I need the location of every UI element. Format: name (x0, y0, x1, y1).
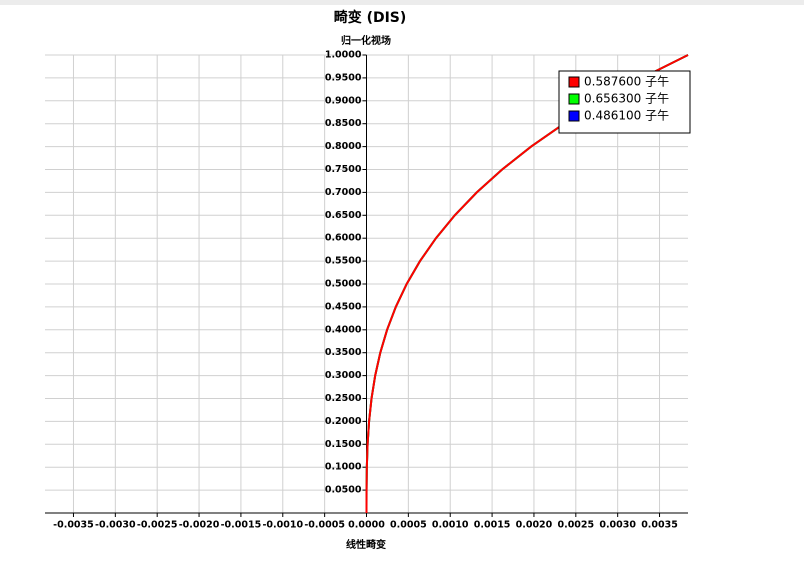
x-tick-label: 0.0035 (641, 520, 678, 531)
y-tick-label: 0.3500 (325, 347, 362, 358)
y-tick-label: 0.8500 (325, 118, 362, 129)
y-tick-label: 0.5000 (325, 279, 362, 290)
x-tick-label: -0.0005 (304, 520, 345, 531)
legend-label: 0.656300 子午 (584, 92, 669, 106)
y-tick-label: 0.9000 (325, 95, 362, 106)
x-tick-label: 0.0010 (432, 520, 469, 531)
chart-title: 畸变 (DIS) (334, 9, 407, 26)
x-tick-label: 0.0000 (348, 520, 385, 531)
y-tick-label: 0.9500 (325, 72, 362, 83)
x-axis-label: 线性畸变 (346, 538, 386, 551)
y-tick-label: 0.6500 (325, 210, 362, 221)
x-tick-label: -0.0015 (221, 520, 262, 531)
y-tick-label: 0.6000 (325, 233, 362, 244)
y-tick-label: 0.7000 (325, 187, 362, 198)
x-tick-label: -0.0030 (95, 520, 136, 531)
y-tick-label: 0.4500 (325, 301, 362, 312)
legend-label: 0.486100 子午 (584, 109, 669, 123)
legend-swatch (568, 76, 580, 88)
x-tick-label: 0.0025 (557, 520, 594, 531)
x-tick-label: 0.0020 (516, 520, 553, 531)
y-axis-label: 归一化视场 (341, 34, 391, 47)
x-tick-label: -0.0010 (262, 520, 303, 531)
y-tick-label: 0.8000 (325, 141, 362, 152)
y-tick-label: 0.1000 (325, 462, 362, 473)
y-tick-label: 0.4000 (325, 324, 362, 335)
x-tick-label: 0.0030 (599, 520, 636, 531)
top-bar (0, 0, 804, 5)
y-tick-label: 0.3000 (325, 370, 362, 381)
series-line (365, 54, 689, 514)
y-tick-label: 0.2000 (325, 416, 362, 427)
y-tick-label: 0.1500 (325, 439, 362, 450)
y-tick-label: 1.0000 (325, 50, 362, 61)
x-tick-label: -0.0035 (53, 520, 94, 531)
y-tick-label: 0.7500 (325, 164, 362, 175)
x-tick-label: -0.0025 (137, 520, 178, 531)
x-tick-label: -0.0020 (179, 520, 220, 531)
x-tick-label: 0.0015 (474, 520, 511, 531)
legend-label: 0.587600 子午 (584, 75, 669, 89)
legend-swatch (568, 93, 580, 105)
y-tick-label: 0.5500 (325, 256, 362, 267)
y-tick-label: 0.2500 (325, 393, 362, 404)
x-tick-label: 0.0005 (390, 520, 427, 531)
legend-box (558, 70, 691, 134)
y-tick-label: 0.0500 (325, 485, 362, 496)
legend-swatch (568, 110, 580, 122)
